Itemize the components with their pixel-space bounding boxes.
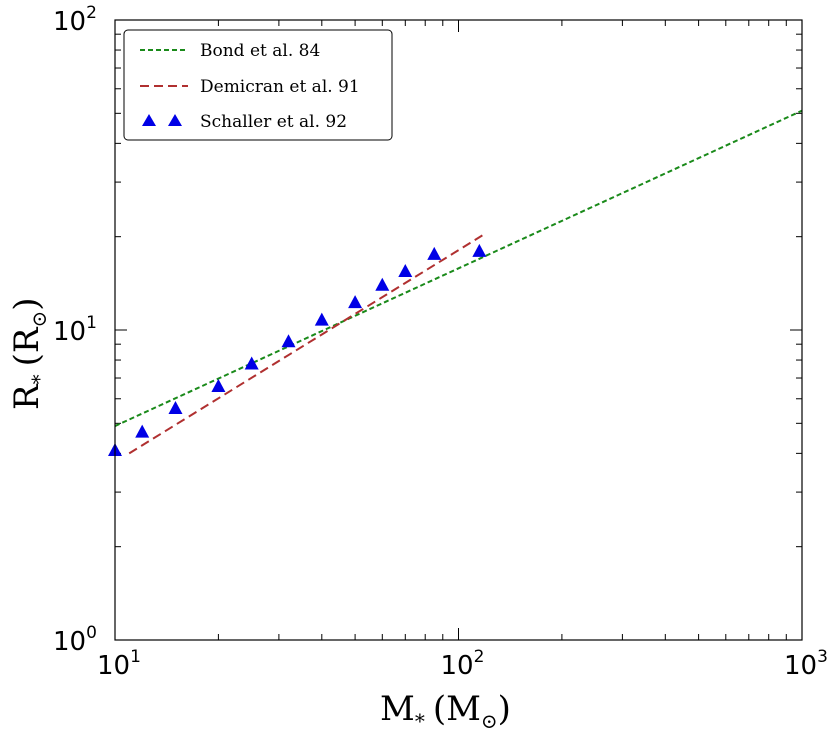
schaller-point-1 (135, 424, 150, 438)
x-axis-symbol: M (380, 689, 415, 729)
plot-frame (114, 19, 803, 641)
schaller-point-4 (244, 356, 259, 370)
y-axis-unit-sub: ⊙ (27, 311, 51, 328)
y-axis-symbol: R (7, 383, 47, 410)
legend-box (123, 29, 393, 141)
y-tick-label-1: 101 (53, 313, 97, 347)
series-line-1 (128, 232, 487, 455)
x-axis-unit-close: ) (498, 689, 511, 729)
svg-text:M*(M⊙): M* (M⊙) (380, 689, 511, 733)
schaller-point-2 (168, 401, 183, 415)
y-axis-symbol-sub: * (27, 374, 51, 384)
x-axis-label: M* (M⊙) (380, 689, 511, 733)
legend-label-demicran: Demicran et al. 91 (200, 77, 360, 97)
x-axis-symbol-sub: * (415, 709, 425, 733)
schaller-point-8 (375, 277, 390, 291)
y-axis-unit-close: ) (7, 297, 47, 310)
y-axis-label: R* (R⊙) (7, 297, 51, 410)
legend-label-bond: Bond et al. 84 (200, 41, 320, 61)
legend-marker-schaller-1 (142, 114, 156, 126)
schaller-point-7 (348, 295, 363, 309)
schaller-point-10 (427, 246, 442, 260)
schaller-point-11 (472, 243, 487, 257)
x-tick-label-1: 102 (441, 647, 485, 681)
schaller-point-5 (281, 334, 296, 348)
series-line-0 (114, 109, 803, 427)
legend-marker-schaller-2 (168, 114, 182, 126)
legend: Bond et al. 84 Demicran et al. 91 Schall… (123, 29, 393, 141)
schaller-point-6 (314, 312, 329, 326)
x-tick-label-2: 103 (784, 647, 828, 681)
x-axis-unit-sub: ⊙ (481, 709, 498, 733)
y-tick-label-2: 102 (53, 3, 97, 37)
x-tick-label-0: 101 (97, 647, 141, 681)
series-layer (108, 109, 803, 457)
schaller-point-3 (211, 378, 226, 392)
legend-label-schaller: Schaller et al. 92 (200, 112, 347, 132)
y-axis-unit: (R (7, 326, 47, 366)
schaller-point-9 (398, 263, 413, 277)
svg-text:R*(R⊙): R* (R⊙) (7, 297, 51, 410)
x-axis-unit: (M (433, 689, 481, 729)
y-tick-label-0: 100 (53, 623, 97, 657)
